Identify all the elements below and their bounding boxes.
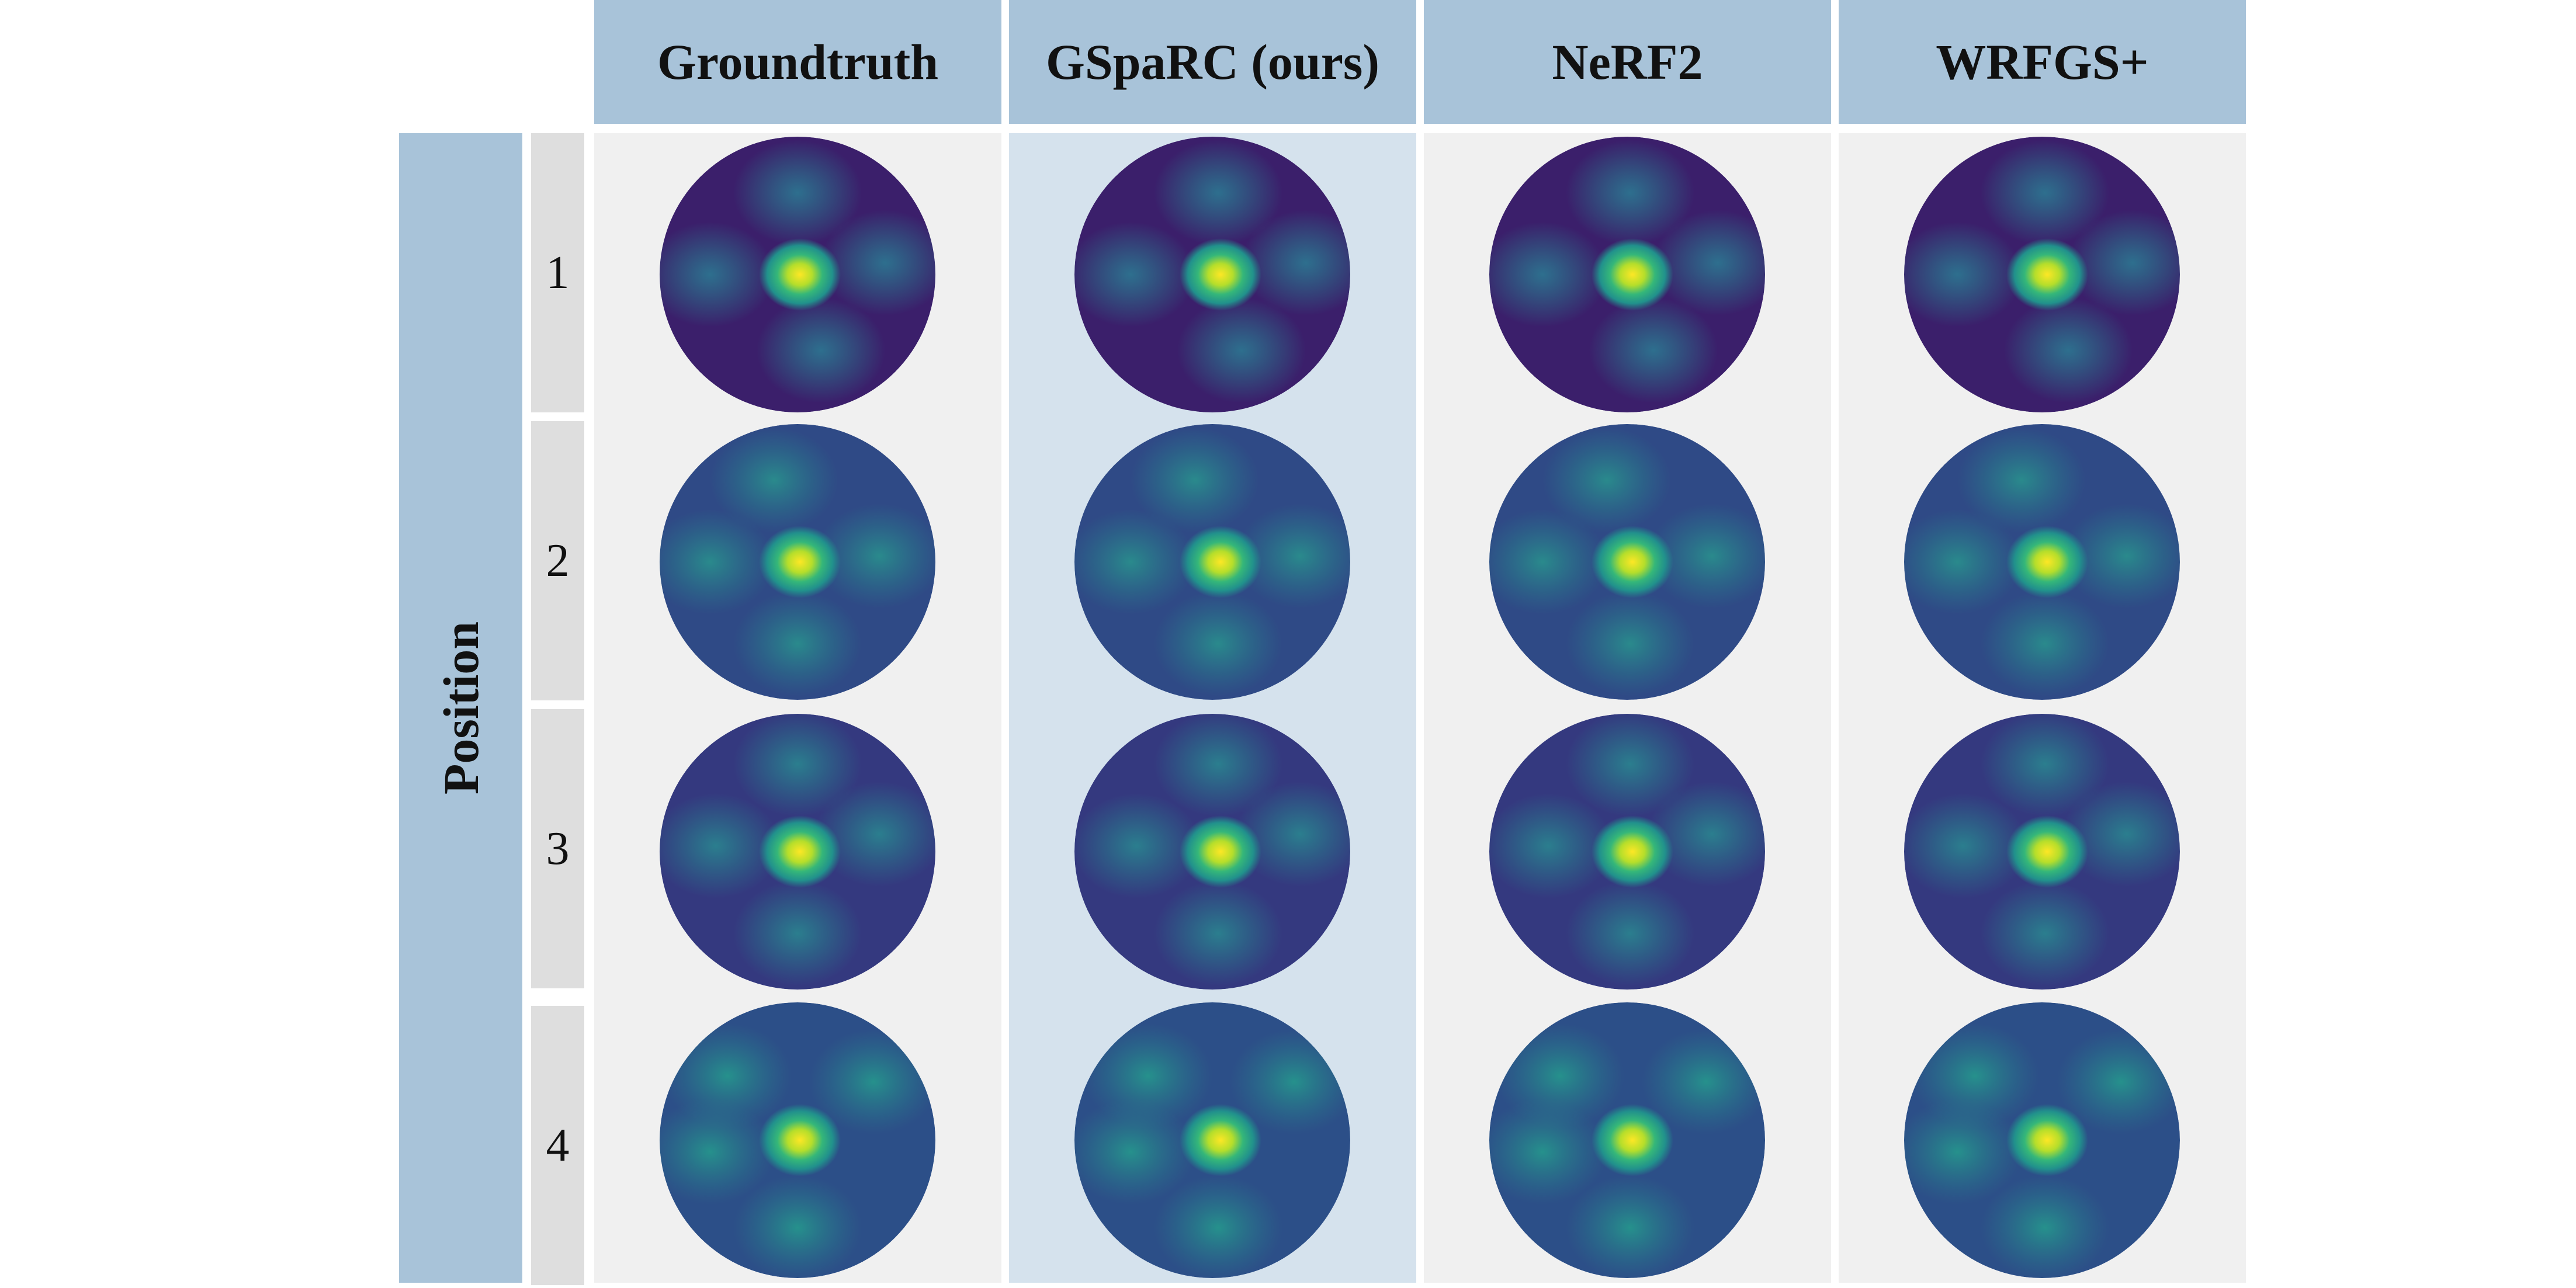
row-label-3: 3 [531,709,584,988]
row-number: 3 [546,822,570,874]
row-label-2: 2 [531,421,584,700]
heatmap-disc [1489,1002,1765,1278]
heatmap-disc [660,137,935,412]
heatmap-disc [1489,424,1765,700]
row-label-4: 4 [531,1006,584,1285]
heatmap-disc [660,424,935,700]
heatmap-disc [1489,137,1765,412]
row-label-1: 1 [531,133,584,412]
row-axis-bar: Position [399,133,522,1283]
row-number: 2 [546,534,570,586]
column-header-label: GSpaRC (ours) [1045,34,1379,90]
row-number: 1 [546,247,570,298]
column-header-label: NeRF2 [1552,34,1703,90]
heatmap-disc [1489,714,1765,990]
column-header-nerf2: NeRF2 [1424,0,1831,124]
heatmap-disc [660,1002,935,1278]
heatmap-disc [660,714,935,990]
heatmap-disc [1074,424,1350,700]
row-axis-label: Position [432,621,489,795]
row-number: 4 [546,1119,570,1171]
heatmap-disc [1904,714,2180,990]
column-header-label: Groundtruth [657,34,939,90]
heatmap-disc [1904,424,2180,700]
heatmap-disc [1074,714,1350,990]
column-header-groundtruth: Groundtruth [594,0,1001,124]
column-header-gsparc: GSpaRC (ours) [1009,0,1416,124]
heatmap-disc [1904,137,2180,412]
heatmap-disc [1904,1002,2180,1278]
column-header-wrfgs: WRFGS+ [1839,0,2246,124]
column-header-label: WRFGS+ [1936,34,2149,90]
heatmap-disc [1074,137,1350,412]
heatmap-disc [1074,1002,1350,1278]
